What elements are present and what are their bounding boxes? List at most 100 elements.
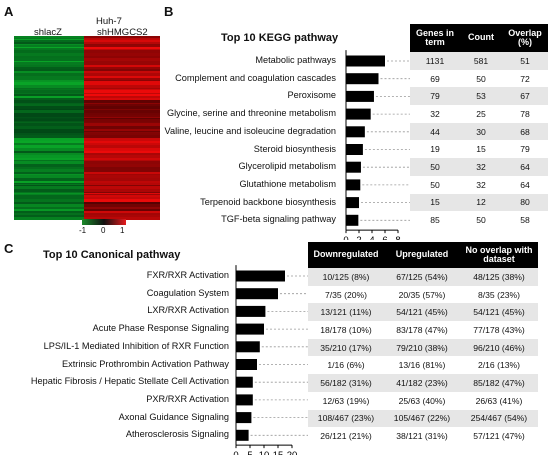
heatmap-row [14, 184, 160, 185]
heatmap-row [14, 207, 160, 209]
heatmap-row [14, 211, 160, 213]
heatmap-row [14, 53, 160, 56]
table-cell: 79 [502, 140, 548, 159]
heatmap-row [14, 192, 160, 193]
heatmap-row [14, 113, 160, 115]
table-cell: 8/35 (23%) [460, 285, 538, 304]
heatmap-row [14, 131, 160, 132]
heatmap-row [14, 73, 160, 76]
heatmap-row [14, 132, 160, 133]
cell-line-label: Huh-7 [96, 16, 122, 27]
heatmap-row [14, 80, 160, 81]
table-cell: 79/210 (38%) [384, 338, 460, 357]
table-cell: 69 [410, 69, 460, 88]
panel-label-c: C [4, 241, 14, 256]
heatmap-row [14, 172, 160, 174]
bar [346, 214, 359, 226]
x-tick-label: 0 [233, 450, 238, 455]
category-label: Atherosclerosis Signaling [125, 429, 229, 440]
category-label: Glycerolipid metabolism [238, 161, 336, 172]
table-cell: 83/178 (47%) [384, 321, 460, 339]
heatmap-row [14, 202, 160, 204]
heatmap-row [14, 94, 160, 96]
heatmap-row [14, 100, 160, 103]
x-tick-label: 8 [395, 235, 400, 240]
bar [346, 126, 365, 138]
heatmap-row [14, 126, 160, 129]
category-label: Terpenoid backbone biosynthesis [200, 196, 336, 207]
heatmap-row [14, 123, 160, 126]
table-cell: 79 [410, 87, 460, 106]
heatmap-row [14, 89, 160, 90]
heatmap-row [14, 183, 160, 184]
bar [346, 161, 361, 173]
table-cell: 53 [460, 87, 502, 106]
heatmap-row [14, 121, 160, 122]
heatmap-row [14, 82, 160, 85]
heatmap-row [14, 119, 160, 121]
table-cell: 32 [410, 105, 460, 123]
bar [236, 359, 257, 370]
table-cell: 48/125 (38%) [460, 268, 538, 286]
table-cell: 41/182 (23%) [384, 374, 460, 392]
heatmap-row [14, 44, 160, 45]
bar [346, 73, 379, 85]
table-cell: 54/121 (45%) [384, 303, 460, 322]
heatmap-row [14, 103, 160, 104]
table-cell: 38/121 (31%) [384, 427, 460, 445]
table-cell: 54/121 (45%) [460, 303, 538, 322]
heatmap-row [14, 96, 160, 98]
heatmap-row [14, 85, 160, 88]
category-label: LXR/RXR Activation [147, 305, 229, 316]
table-cell: 581 [460, 52, 502, 70]
heatmap-row [14, 133, 160, 135]
scale-tick-zero: 0 [101, 226, 106, 235]
table-header: Downregulated [308, 242, 384, 268]
heatmap-row [14, 78, 160, 80]
heatmap-row [14, 129, 160, 131]
bar [236, 305, 266, 317]
heatmap-row [14, 174, 160, 175]
heatmap-row [14, 47, 160, 48]
group-label-right: shHMGCS2 [97, 27, 148, 38]
heatmap-row [14, 148, 160, 151]
canonical-title: Top 10 Canonical pathway [43, 249, 181, 261]
heatmap-row [14, 49, 160, 50]
bar [346, 179, 361, 191]
heatmap [14, 36, 160, 220]
category-label: Glutathione metabolism [239, 178, 336, 189]
heatmap-row [14, 65, 160, 67]
table-cell: 15 [460, 140, 502, 159]
table-header: Overlap (%) [502, 24, 548, 52]
heatmap-row [14, 38, 160, 39]
heatmap-row [14, 195, 160, 197]
table-cell: 1131 [410, 52, 460, 70]
kegg-bar-chart: 02468-Log p value [343, 50, 410, 240]
heatmap-row [14, 217, 160, 220]
x-tick-label: 2 [356, 235, 361, 240]
table-cell: 25/63 (40%) [384, 391, 460, 410]
bar [236, 288, 278, 300]
heatmap-row [14, 169, 160, 172]
heatmap-row [14, 145, 160, 148]
x-tick-label: 5 [247, 450, 252, 455]
heatmap-row [14, 161, 160, 164]
table-cell: 85/182 (47%) [460, 374, 538, 392]
heatmap-row [14, 189, 160, 192]
bar [346, 144, 363, 155]
table-cell: 7/35 (20%) [308, 285, 384, 304]
table-header: Genes in term [410, 24, 460, 52]
table-cell: 13/16 (81%) [384, 356, 460, 375]
heatmap-row [14, 181, 160, 183]
heatmap-row [14, 48, 160, 49]
heatmap-row [14, 139, 160, 141]
category-label: LPS/IL-1 Mediated Inhibition of RXR Func… [43, 340, 229, 351]
category-label: Acute Phase Response Signaling [92, 323, 229, 334]
bar [346, 108, 371, 120]
heatmap-row [14, 175, 160, 178]
group-label-left: shlacZ [34, 27, 62, 38]
heatmap-row [14, 50, 160, 53]
heatmap-row [14, 164, 160, 167]
heatmap-row [14, 153, 160, 155]
